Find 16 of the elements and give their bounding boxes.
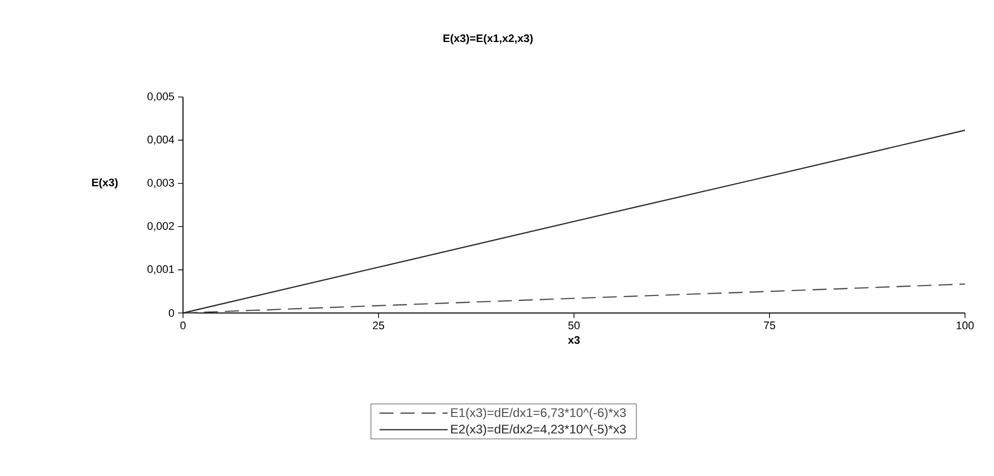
x-tick-label: 75	[764, 322, 776, 330]
x-tick-label: 100	[956, 322, 974, 330]
x-tick-label: 25	[372, 322, 384, 330]
text: E1(x3)=dE/dx1=6,73*10^(-6)*x3	[451, 408, 626, 420]
x-tick-label: 50	[568, 322, 580, 330]
text: E2(x3)=dE/dx2=4,23*10^(-5)*x3	[451, 424, 626, 436]
x-axis-title: x3	[568, 336, 580, 344]
chart-title: E(x3)=E(x1,x2,x3)	[443, 34, 533, 44]
y-tick-label: 0	[168, 309, 174, 317]
y-tick-label: 0,001	[147, 265, 174, 274]
y-tick-label: 0,003	[147, 178, 174, 188]
y-tick-label: 0,004	[147, 136, 174, 145]
y-tick-label: 0,005	[147, 92, 174, 102]
y-axis-title: E(x3)	[92, 178, 118, 188]
y-tick-label: 0,002	[147, 222, 174, 232]
x-tick-label: 0	[180, 322, 186, 330]
